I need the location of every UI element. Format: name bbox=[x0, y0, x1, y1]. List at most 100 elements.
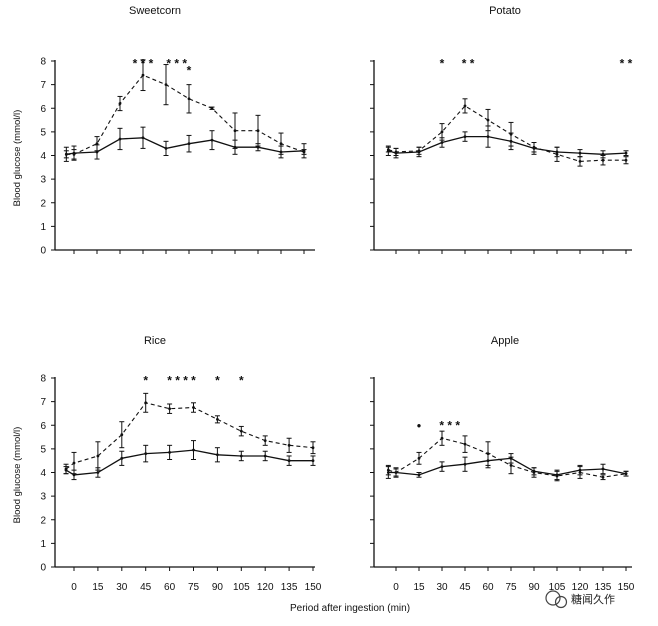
data-point bbox=[210, 138, 214, 142]
data-point bbox=[216, 453, 219, 457]
data-point bbox=[417, 149, 421, 153]
data-point bbox=[463, 135, 467, 139]
x-tick-label: 15 bbox=[413, 582, 425, 593]
data-point bbox=[555, 152, 559, 156]
data-point bbox=[216, 417, 219, 421]
data-point bbox=[96, 454, 100, 458]
data-point bbox=[532, 145, 536, 149]
x-tick-label: 45 bbox=[459, 582, 471, 593]
x-tick-label: 0 bbox=[393, 582, 399, 593]
significance-mark: * * * bbox=[166, 56, 187, 70]
data-point bbox=[239, 429, 243, 433]
data-point bbox=[164, 83, 168, 87]
significance-mark: * * * bbox=[133, 56, 154, 70]
data-point bbox=[233, 129, 237, 133]
panel-title: Sweetcorn bbox=[129, 5, 181, 17]
data-point bbox=[192, 406, 195, 409]
series-line-solid bbox=[66, 137, 305, 155]
data-point bbox=[144, 401, 148, 405]
data-point bbox=[417, 473, 421, 477]
x-tick-label: 150 bbox=[305, 582, 322, 593]
significance-mark: * * bbox=[462, 56, 475, 70]
significance-mark: • bbox=[417, 418, 421, 432]
significance-mark: * bbox=[215, 373, 220, 387]
data-point bbox=[486, 118, 490, 122]
data-point bbox=[302, 150, 306, 154]
series-line-dashed bbox=[388, 105, 626, 162]
significance-mark: * * * bbox=[167, 373, 188, 387]
x-tick-label: 120 bbox=[257, 582, 274, 593]
y-tick-label: 2 bbox=[40, 198, 46, 209]
series-line-solid bbox=[388, 457, 627, 476]
data-point bbox=[578, 151, 582, 155]
data-point bbox=[386, 148, 390, 151]
significance-mark: * bbox=[187, 63, 192, 77]
panel-potato: Potato * * * * * bbox=[370, 5, 633, 254]
data-point bbox=[263, 454, 267, 458]
y-tick-label: 3 bbox=[40, 175, 46, 186]
series-line-dashed bbox=[65, 402, 314, 470]
x-tick-label: 120 bbox=[572, 582, 589, 593]
x-tick-label: 135 bbox=[281, 582, 298, 593]
x-tick-label: 75 bbox=[505, 582, 517, 593]
data-point bbox=[64, 467, 68, 471]
data-point bbox=[509, 464, 513, 467]
data-point bbox=[95, 142, 99, 146]
data-point bbox=[287, 443, 291, 447]
data-point bbox=[440, 130, 444, 134]
x-tick-label: 75 bbox=[188, 582, 200, 593]
data-point bbox=[118, 137, 122, 141]
data-point bbox=[192, 448, 195, 452]
data-point bbox=[287, 459, 291, 463]
y-tick-label: 6 bbox=[40, 421, 46, 432]
data-point bbox=[486, 452, 490, 455]
y-tick-label: 5 bbox=[40, 444, 46, 455]
data-point bbox=[187, 142, 191, 146]
data-point bbox=[239, 454, 243, 458]
data-point bbox=[624, 158, 628, 162]
significance-mark: * bbox=[191, 373, 196, 387]
data-point bbox=[578, 160, 582, 163]
data-point bbox=[263, 439, 267, 443]
x-tick-label: 90 bbox=[212, 582, 224, 593]
data-point bbox=[168, 451, 172, 454]
y-tick-label: 1 bbox=[40, 539, 46, 550]
data-point bbox=[601, 467, 605, 471]
significance-mark: * * bbox=[620, 56, 633, 70]
data-point bbox=[624, 151, 628, 155]
x-tick-label: 90 bbox=[528, 582, 540, 593]
wechat-icon-small bbox=[554, 595, 568, 609]
y-tick-label: 2 bbox=[40, 515, 46, 526]
series-line-solid bbox=[65, 449, 313, 476]
x-tick-label: 135 bbox=[595, 582, 612, 593]
y-tick-label: 4 bbox=[40, 151, 46, 162]
data-point bbox=[144, 452, 148, 455]
y-tick-label: 5 bbox=[40, 127, 46, 138]
panel-title: Apple bbox=[491, 335, 519, 347]
data-point bbox=[64, 152, 68, 156]
data-point bbox=[578, 471, 582, 474]
y-tick-label: 1 bbox=[40, 222, 46, 233]
panel-apple: Apple 0 15 30 45 60 75 90 105 120 135 150 • * * * bbox=[370, 335, 635, 593]
data-point bbox=[120, 456, 124, 460]
data-point bbox=[118, 102, 122, 105]
panel-title: Rice bbox=[144, 335, 166, 347]
y-tick-label: 0 bbox=[40, 246, 46, 257]
significance-mark: * * * bbox=[439, 418, 460, 432]
data-point bbox=[394, 150, 398, 154]
data-point bbox=[96, 471, 100, 474]
x-tick-label: 30 bbox=[116, 582, 128, 593]
y-tick-label: 8 bbox=[40, 374, 46, 385]
data-point bbox=[440, 436, 444, 440]
x-tick-label: 30 bbox=[436, 582, 448, 593]
y-tick-label: 3 bbox=[40, 492, 46, 503]
series-line-dashed bbox=[388, 437, 627, 478]
data-point bbox=[463, 462, 467, 466]
y-tick-label: 4 bbox=[40, 468, 46, 479]
data-point bbox=[210, 106, 214, 110]
significance-mark: * bbox=[440, 56, 445, 70]
data-point bbox=[187, 97, 191, 101]
data-point bbox=[164, 147, 168, 150]
y-axis-label-top: Blood glucose (mmol/l) bbox=[12, 110, 23, 207]
